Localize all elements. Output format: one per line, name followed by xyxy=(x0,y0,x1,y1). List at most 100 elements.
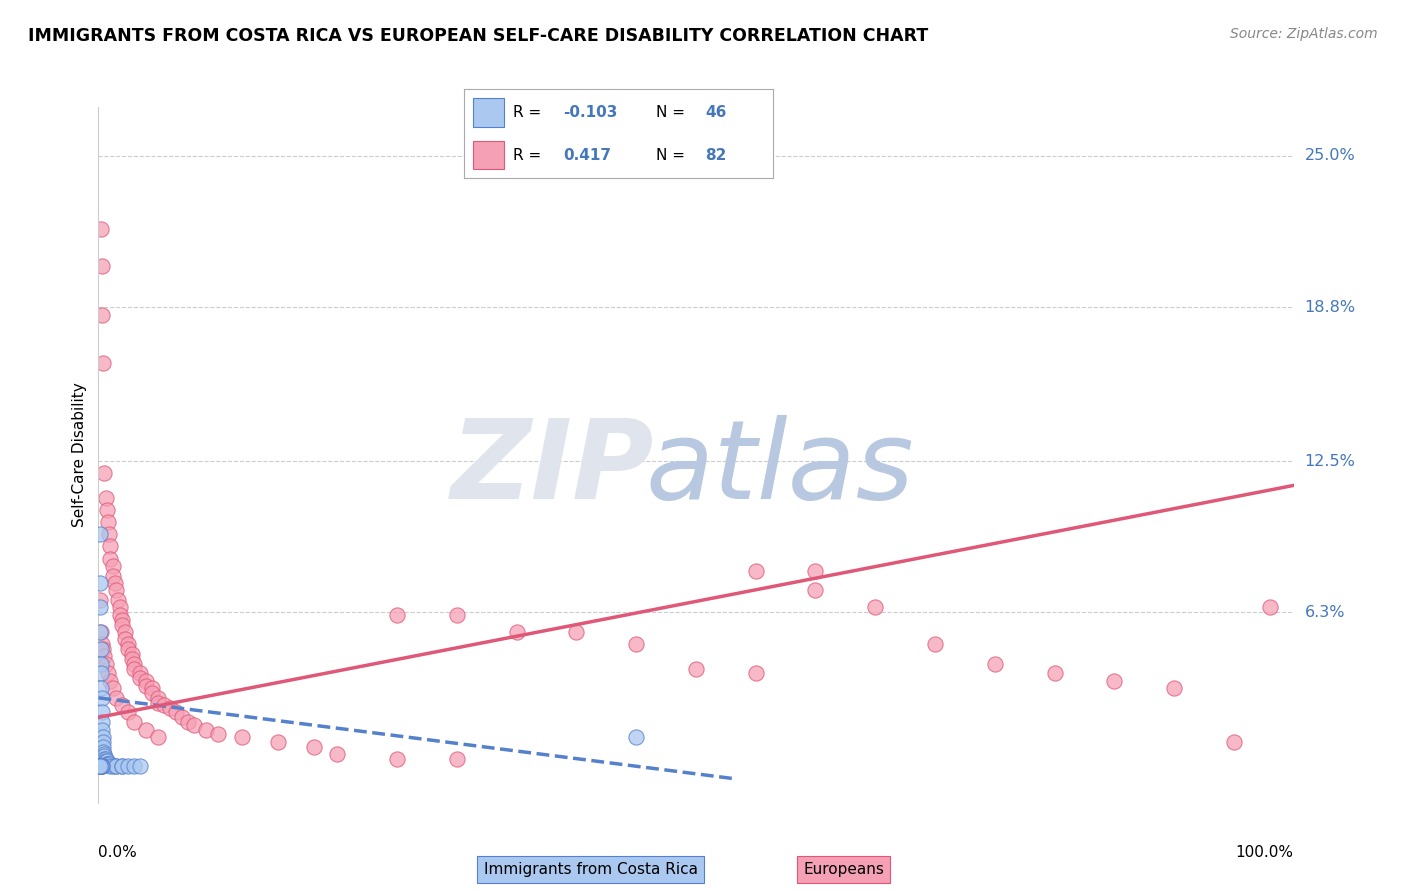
Point xyxy=(90,759,112,773)
Point xyxy=(105,759,128,773)
Point xyxy=(94,491,117,505)
Point xyxy=(114,624,136,639)
Point xyxy=(91,759,114,773)
Text: 12.5%: 12.5% xyxy=(1305,453,1355,468)
Point xyxy=(107,593,129,607)
Text: R =: R = xyxy=(513,148,541,162)
Point xyxy=(89,593,111,607)
Point xyxy=(129,666,152,681)
Point xyxy=(94,657,117,671)
Point xyxy=(117,759,139,773)
Y-axis label: Self-Care Disability: Self-Care Disability xyxy=(72,383,87,527)
Point xyxy=(745,666,768,681)
Text: Europeans: Europeans xyxy=(803,863,884,877)
Point xyxy=(183,717,205,731)
Point xyxy=(89,759,111,773)
Point xyxy=(165,706,187,720)
Point xyxy=(91,356,114,370)
Point xyxy=(111,613,134,627)
Point xyxy=(231,730,253,744)
Point xyxy=(90,642,112,657)
Text: R =: R = xyxy=(513,105,541,120)
Point xyxy=(90,666,112,681)
Point xyxy=(124,661,146,675)
Point xyxy=(105,690,128,705)
Point xyxy=(111,759,134,773)
Point xyxy=(91,637,114,651)
Point xyxy=(1102,673,1125,688)
Point xyxy=(111,698,134,713)
Point xyxy=(93,749,115,764)
Point xyxy=(1043,666,1066,681)
Text: 0.0%: 0.0% xyxy=(98,845,138,860)
Point xyxy=(117,642,139,657)
Point xyxy=(91,759,114,773)
Text: 18.8%: 18.8% xyxy=(1305,300,1355,315)
Point xyxy=(91,715,114,730)
Point xyxy=(101,759,124,773)
Point xyxy=(108,600,131,615)
Point xyxy=(153,698,176,713)
Point xyxy=(117,706,139,720)
Point xyxy=(685,661,707,675)
Point xyxy=(141,681,163,695)
Text: Source: ZipAtlas.com: Source: ZipAtlas.com xyxy=(1230,27,1378,41)
Point xyxy=(129,759,152,773)
Point xyxy=(446,607,468,622)
Point xyxy=(446,752,468,766)
Point xyxy=(105,583,128,598)
Point xyxy=(93,747,115,761)
Point xyxy=(97,666,120,681)
Point xyxy=(90,759,112,773)
Point xyxy=(91,308,114,322)
Point xyxy=(121,647,143,661)
Point xyxy=(148,730,170,744)
Point xyxy=(89,576,111,591)
Point xyxy=(97,515,120,529)
Point xyxy=(89,624,111,639)
Point xyxy=(91,745,114,759)
Point xyxy=(91,259,114,273)
Point xyxy=(91,642,114,657)
Text: ZIP: ZIP xyxy=(451,416,654,523)
Text: 46: 46 xyxy=(706,105,727,120)
Point xyxy=(326,747,349,761)
Point xyxy=(302,739,325,754)
Point xyxy=(93,467,115,481)
Point xyxy=(129,671,152,685)
Point xyxy=(124,657,146,671)
Point xyxy=(90,624,112,639)
Text: 100.0%: 100.0% xyxy=(1236,845,1294,860)
Text: atlas: atlas xyxy=(645,416,914,523)
Point xyxy=(91,723,114,737)
Point xyxy=(89,759,111,773)
Point xyxy=(93,752,115,766)
Point xyxy=(98,756,122,771)
Point xyxy=(94,754,117,768)
Point xyxy=(90,657,112,671)
Point xyxy=(93,649,115,664)
Point xyxy=(124,759,146,773)
Point xyxy=(135,673,157,688)
Point xyxy=(90,681,112,695)
Point xyxy=(89,600,111,615)
Point xyxy=(105,759,128,773)
Text: Immigrants from Costa Rica: Immigrants from Costa Rica xyxy=(484,863,697,877)
Point xyxy=(98,551,122,566)
Point xyxy=(108,607,131,622)
Point xyxy=(96,503,118,517)
Point xyxy=(101,681,124,695)
Point xyxy=(124,715,146,730)
Point xyxy=(91,735,114,749)
Point xyxy=(506,624,529,639)
Point xyxy=(924,637,946,651)
Point xyxy=(177,715,200,730)
Point xyxy=(98,673,122,688)
Bar xyxy=(474,98,505,127)
Point xyxy=(172,710,194,724)
Point xyxy=(385,607,409,622)
Text: -0.103: -0.103 xyxy=(562,105,617,120)
Point xyxy=(565,624,588,639)
Point xyxy=(385,752,409,766)
Point xyxy=(624,637,647,651)
